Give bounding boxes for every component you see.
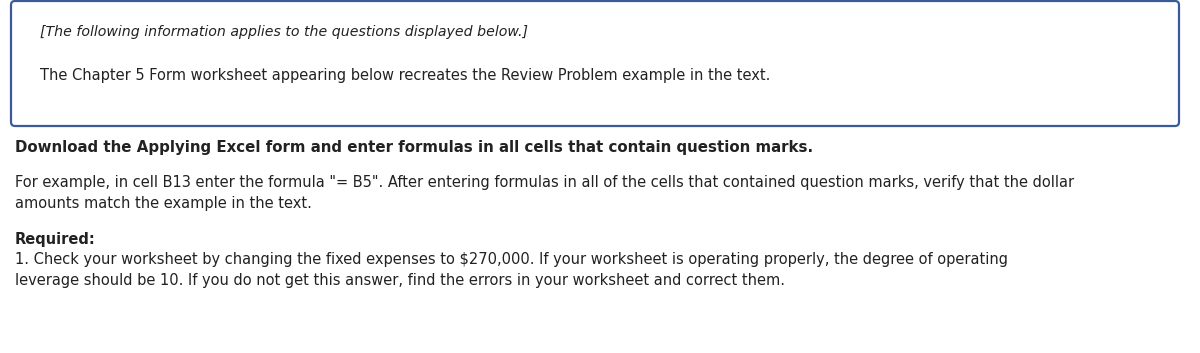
Text: Required:: Required:	[14, 232, 96, 247]
FancyBboxPatch shape	[11, 1, 1178, 126]
Text: [The following information applies to the questions displayed below.]: [The following information applies to th…	[40, 25, 528, 39]
Text: Download the Applying Excel form and enter formulas in all cells that contain qu: Download the Applying Excel form and ent…	[14, 140, 814, 155]
Text: leverage should be 10. If you do not get this answer, find the errors in your wo: leverage should be 10. If you do not get…	[14, 273, 785, 288]
Text: 1. Check your worksheet by changing the fixed expenses to $270,000. If your work: 1. Check your worksheet by changing the …	[14, 252, 1008, 267]
Text: The Chapter 5 Form worksheet appearing below recreates the Review Problem exampl: The Chapter 5 Form worksheet appearing b…	[40, 68, 770, 83]
Text: amounts match the example in the text.: amounts match the example in the text.	[14, 196, 312, 211]
Text: For example, in cell B13 enter the formula "= B5". After entering formulas in al: For example, in cell B13 enter the formu…	[14, 175, 1074, 190]
